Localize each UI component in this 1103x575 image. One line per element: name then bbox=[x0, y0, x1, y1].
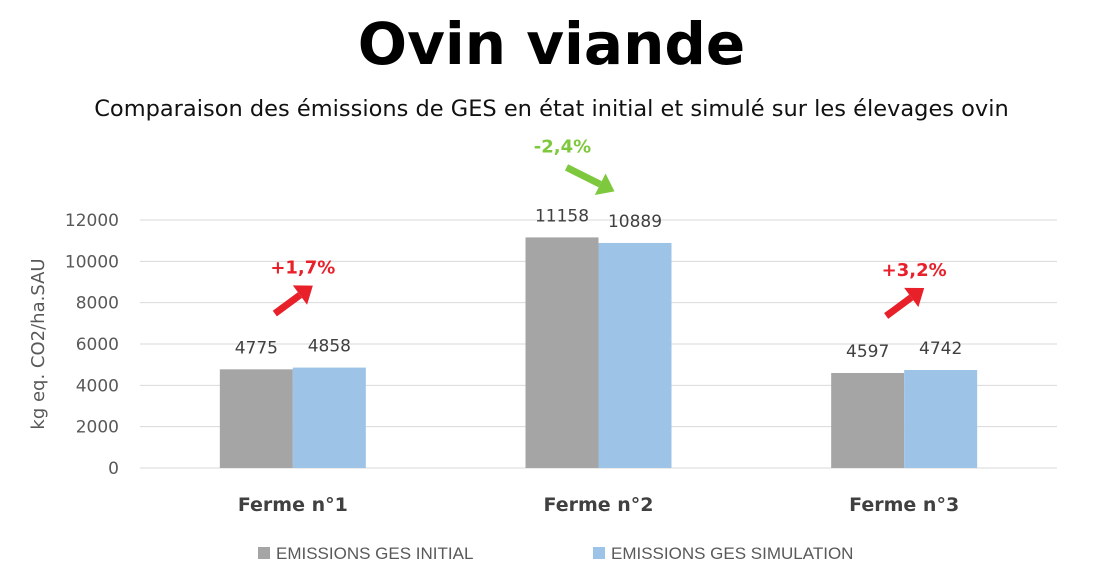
change-arrow bbox=[272, 292, 303, 317]
bar bbox=[219, 369, 293, 468]
change-label: +3,2% bbox=[882, 260, 947, 281]
bar-value-label: 4597 bbox=[846, 342, 889, 362]
x-category-label: Ferme n°3 bbox=[849, 494, 959, 516]
change-arrow bbox=[884, 294, 914, 319]
legend-swatch bbox=[593, 547, 605, 559]
y-tick-label: 4000 bbox=[76, 376, 119, 396]
y-tick-label: 8000 bbox=[76, 294, 119, 314]
bar-value-label: 4742 bbox=[919, 339, 962, 359]
x-category-label: Ferme n°1 bbox=[238, 494, 348, 516]
bar bbox=[598, 242, 672, 468]
legend-label: EMISSIONS GES INITIAL bbox=[276, 544, 473, 563]
bar-value-label: 10889 bbox=[608, 212, 662, 232]
bar-value-label: 11158 bbox=[535, 206, 589, 226]
bar bbox=[292, 367, 366, 468]
y-tick-label: 6000 bbox=[76, 335, 119, 355]
change-label: -2,4% bbox=[534, 136, 591, 157]
y-axis-label: kg eq. CO2/ha.SAU bbox=[28, 258, 49, 429]
change-arrow bbox=[564, 164, 602, 188]
bar-value-label: 4775 bbox=[235, 338, 278, 358]
bar bbox=[525, 237, 599, 468]
x-category-label: Ferme n°2 bbox=[543, 494, 653, 516]
change-label: +1,7% bbox=[270, 258, 335, 279]
bar bbox=[831, 372, 905, 468]
legend-label: EMISSIONS GES SIMULATION bbox=[611, 544, 853, 563]
bar bbox=[904, 369, 978, 468]
chart-title: Ovin viande bbox=[357, 10, 746, 78]
y-tick-label: 0 bbox=[108, 459, 119, 479]
bar-value-label: 4858 bbox=[308, 337, 351, 357]
y-tick-label: 2000 bbox=[76, 418, 119, 438]
y-tick-label: 12000 bbox=[65, 211, 119, 231]
legend-swatch bbox=[258, 547, 270, 559]
y-tick-label: 10000 bbox=[65, 252, 119, 272]
change-arrowhead bbox=[594, 173, 615, 195]
chart-subtitle: Comparaison des émissions de GES en état… bbox=[94, 96, 1009, 122]
change-arrowhead bbox=[904, 287, 925, 308]
change-arrowhead bbox=[292, 285, 313, 305]
